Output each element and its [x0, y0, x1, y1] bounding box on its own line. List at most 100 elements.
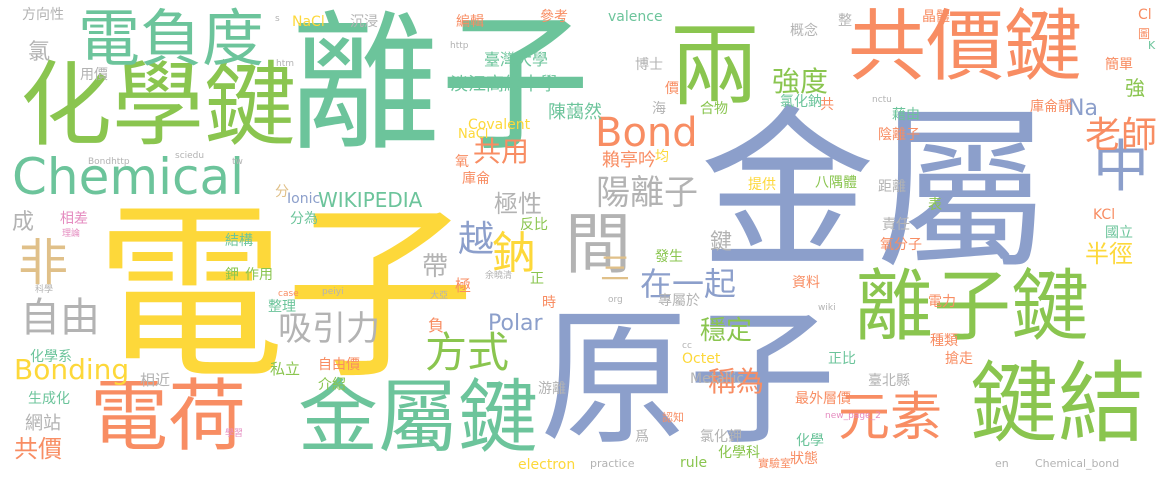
word: 自由價: [318, 357, 360, 373]
word: rule: [680, 455, 708, 471]
word: 成: [12, 210, 35, 235]
word: 方式: [425, 328, 510, 377]
word: K: [1148, 39, 1156, 52]
word: 離子鍵: [855, 262, 1090, 352]
word: 老師: [1085, 115, 1158, 156]
word: 自由: [20, 295, 100, 341]
word: 吸引力: [278, 309, 380, 349]
word: Polar: [488, 311, 543, 336]
word: 氧分子: [880, 237, 922, 253]
word: new_page_2: [825, 411, 881, 421]
word: 科學: [35, 285, 54, 295]
word: 晶體: [922, 9, 950, 25]
word: 陳藹然: [548, 102, 602, 123]
word: 簡單: [1105, 57, 1133, 73]
word: Octet: [682, 351, 721, 367]
word: practice: [590, 457, 635, 470]
word: 正比: [828, 351, 856, 367]
word: 責任: [882, 217, 910, 233]
word: 爲: [635, 429, 649, 445]
word: s: [275, 14, 280, 24]
word: NaCl: [292, 14, 325, 30]
word: 理論: [62, 229, 81, 239]
word: 陰離子: [878, 127, 920, 143]
word: electron: [518, 457, 576, 473]
word: 相差: [60, 211, 88, 227]
word: 認知: [662, 411, 684, 424]
word: 游離: [538, 381, 566, 397]
word: 最外層價: [795, 391, 851, 407]
word: Na: [1068, 96, 1098, 121]
word: 分: [275, 184, 289, 200]
word: 越: [458, 219, 495, 260]
word: 帶: [422, 252, 449, 282]
word: 作用: [245, 267, 273, 283]
word: NaCl: [458, 127, 489, 142]
word: 鈉: [492, 228, 536, 279]
word: 電力: [928, 294, 956, 310]
word: WIKIPEDIA: [318, 188, 423, 212]
word: 距離: [878, 179, 906, 195]
word: 時: [542, 295, 556, 311]
word: 共價鍵: [848, 2, 1083, 92]
word: 氯化鈉: [780, 94, 822, 110]
word: 沉浸: [350, 14, 378, 30]
word: 均: [655, 149, 669, 165]
word: 提供: [748, 177, 776, 193]
word: 博士: [635, 57, 663, 73]
word: Chemical: [12, 148, 244, 206]
word: Metallic: [690, 371, 745, 387]
word: 編輯: [456, 14, 484, 30]
word: 參考: [540, 9, 568, 25]
word: en: [995, 457, 1009, 470]
word: 大亞: [430, 291, 449, 301]
word: 學習: [225, 429, 244, 439]
word: Cl: [1138, 7, 1152, 23]
word: 國立: [1105, 225, 1133, 241]
word: 八隅體: [815, 175, 857, 191]
word: 氯: [28, 40, 51, 65]
word: 反比: [520, 217, 548, 233]
word: 金屬: [700, 91, 1050, 294]
word: 在一起: [640, 265, 737, 303]
word: 臺北縣: [868, 373, 910, 389]
word: 中: [1093, 135, 1149, 200]
word: 化學系: [30, 349, 72, 365]
word: 非: [18, 234, 68, 292]
word: 氧: [455, 154, 469, 170]
word: 生成化: [28, 391, 70, 407]
word: 余曉清: [485, 271, 513, 281]
word: 極: [455, 276, 472, 295]
word: 強: [1125, 76, 1145, 100]
word: htm: [276, 59, 294, 69]
word: nctu: [872, 95, 892, 105]
word: 狀態: [790, 451, 818, 467]
word: cc: [682, 341, 692, 351]
word: 兩: [670, 14, 760, 119]
word: 鍵結: [970, 352, 1147, 455]
word: 賴亭吟: [602, 150, 656, 171]
word: Bonding: [14, 353, 130, 386]
word: Chemical_bond: [1035, 457, 1120, 470]
word: 強度: [772, 65, 829, 98]
word: 負: [428, 316, 445, 335]
word: 稱為: [708, 365, 765, 398]
word: 用價: [80, 67, 108, 83]
word: 共用: [473, 135, 530, 168]
word: 正: [530, 271, 544, 287]
word: 電子: [95, 184, 476, 405]
word: Ionic: [287, 191, 321, 207]
word: 臺灣大學: [484, 50, 549, 69]
word: KCl: [1093, 207, 1116, 223]
word: 鍵: [710, 230, 733, 255]
word: 庫侖靜: [1030, 99, 1072, 115]
word: 元素: [838, 388, 943, 448]
word: 極性: [494, 190, 542, 218]
word: 間: [565, 206, 631, 283]
word: http: [450, 41, 469, 51]
word: sciedu: [175, 151, 205, 161]
word: 電負度: [78, 2, 265, 75]
word: 方向性: [22, 7, 64, 23]
word: peiyi: [322, 287, 344, 297]
